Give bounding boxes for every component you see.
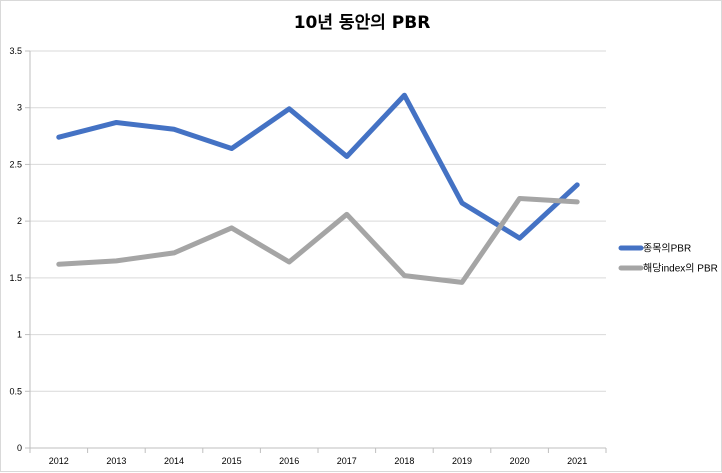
legend-label-2: 해당index의 PBR [643,262,718,275]
data-series [56,92,580,285]
x-tick-label: 2021 [567,456,587,466]
x-tick-label: 2018 [394,456,414,466]
legend-label-1: 종목의PBR [643,243,691,255]
y-tick-label: 1.5 [9,273,22,283]
y-tick-label: 3 [17,103,22,113]
axes [25,50,607,453]
legend: 종목의PBR 해당index의 PBR [618,243,718,275]
x-tick-label: 2019 [452,456,472,466]
y-axis-tick-labels: 0 0.5 1 1.5 2 2.5 3 3.5 [9,46,22,453]
y-tick-label: 2 [17,216,22,226]
x-tick-label: 2012 [49,456,69,466]
series-line-1 [56,92,580,241]
x-tick-label: 2013 [106,456,126,466]
x-tick-label: 2016 [279,456,299,466]
series-line-2 [56,195,580,285]
y-tick-label: 1 [17,330,22,340]
x-tick-label: 2015 [222,456,242,466]
y-tick-label: 2.5 [9,159,22,169]
grid-lines [30,50,606,392]
x-tick-label: 2017 [337,456,357,466]
x-tick-label: 2020 [510,456,530,466]
y-tick-label: 0.5 [9,386,22,396]
x-tick-label: 2014 [164,456,184,466]
chart-title: 10년 동안의 PBR [294,13,431,33]
x-axis-tick-labels: 2012 2013 2014 2015 2016 2017 2018 2019 2020 2021 [49,456,587,466]
y-tick-label: 0 [17,443,22,453]
y-tick-label: 3.5 [9,46,22,56]
